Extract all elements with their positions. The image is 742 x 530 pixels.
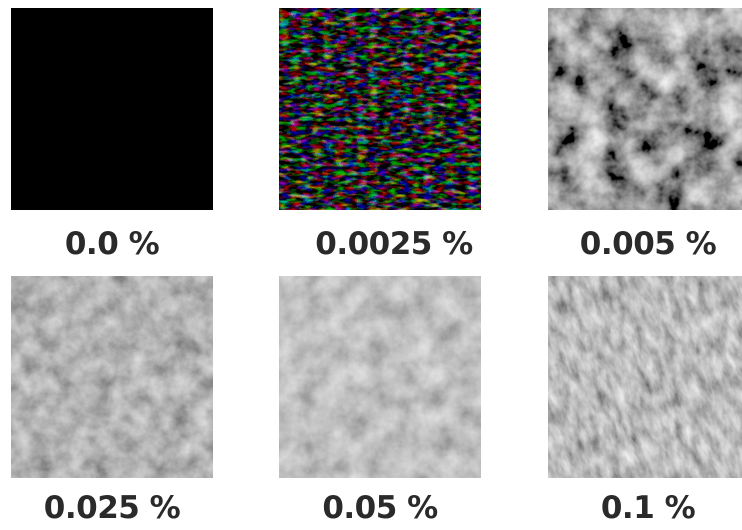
texture-tile-4 <box>279 276 481 478</box>
texture-tile-0 <box>11 8 213 210</box>
texture-tile-1 <box>279 8 481 210</box>
texture-tile-2 <box>548 8 742 210</box>
tile-label-3: 0.025 % <box>43 490 181 526</box>
texture-tile-3 <box>11 276 213 478</box>
tile-label-4: 0.05 % <box>322 490 438 526</box>
texture-image-3 <box>11 276 213 478</box>
tile-label-5: 0.1 % <box>600 490 696 526</box>
texture-image-0 <box>11 8 213 210</box>
texture-tile-5 <box>548 276 742 478</box>
tile-label-0: 0.0 % <box>64 226 160 262</box>
tile-label-1: 0.0025 % <box>315 226 473 262</box>
texture-image-5 <box>548 276 742 478</box>
tile-label-2: 0.005 % <box>579 226 717 262</box>
texture-image-1 <box>279 8 481 210</box>
texture-image-2 <box>548 8 742 210</box>
texture-image-4 <box>279 276 481 478</box>
